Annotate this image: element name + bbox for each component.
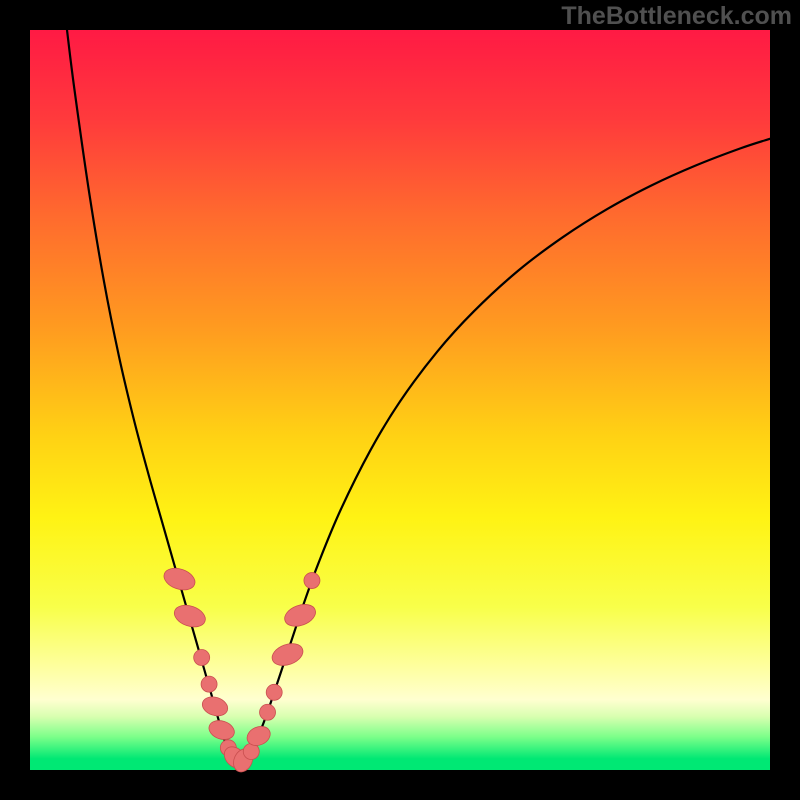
chart-frame: TheBottleneck.com [0, 0, 800, 800]
bead-2 [194, 650, 210, 666]
bead-3 [201, 676, 217, 692]
bead-12 [266, 684, 282, 700]
watermark-text: TheBottleneck.com [561, 2, 792, 31]
bead-15 [304, 573, 320, 589]
chart-svg [0, 0, 800, 800]
bead-11 [260, 704, 276, 720]
